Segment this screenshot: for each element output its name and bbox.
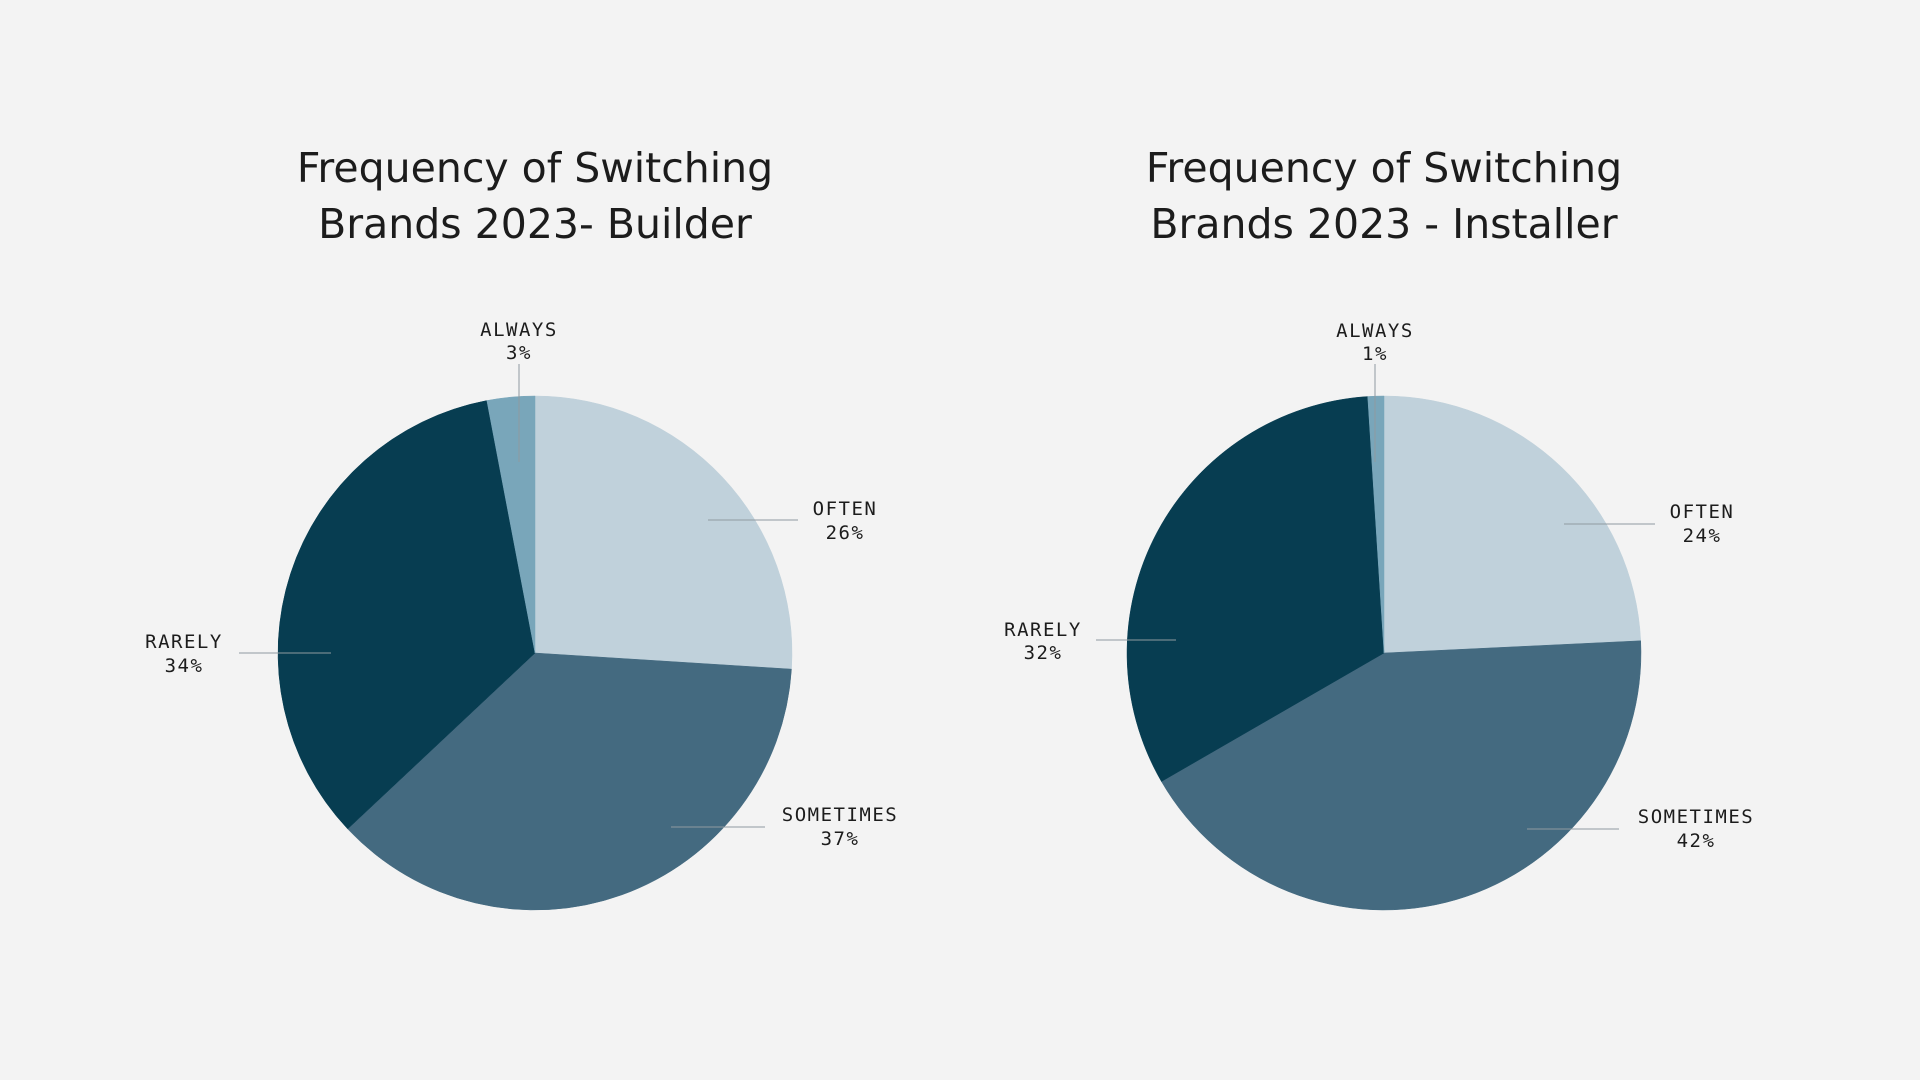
builder-title-line-1: Frequency of Switching bbox=[297, 144, 773, 192]
builder-sometimes-label: SOMETIMES bbox=[782, 804, 898, 826]
builder-slice-always bbox=[486, 395, 536, 654]
builder-slices bbox=[277, 395, 793, 911]
installer-slices bbox=[1126, 395, 1642, 911]
installer-rarely-value: 32% bbox=[1024, 642, 1063, 664]
builder-sometimes-value: 37% bbox=[821, 828, 860, 850]
builder-often-value: 26% bbox=[826, 522, 865, 544]
builder-slice-rarely bbox=[277, 400, 536, 830]
installer-sometimes-value: 42% bbox=[1677, 830, 1716, 852]
builder-always-value: 3% bbox=[506, 342, 532, 364]
builder-rarely-label: RARELY bbox=[145, 631, 223, 653]
installer-always-label: ALWAYS bbox=[1336, 320, 1414, 342]
builder-pie-chart: Frequency of Switching Brands 2023- Buil… bbox=[145, 144, 898, 911]
installer-often-label: OFTEN bbox=[1670, 501, 1735, 523]
builder-title-line-2: Brands 2023- Builder bbox=[318, 200, 752, 248]
installer-slice-always bbox=[1367, 395, 1385, 654]
builder-always-label: ALWAYS bbox=[480, 319, 558, 341]
builder-rarely-value: 34% bbox=[165, 655, 204, 677]
installer-slice-rarely bbox=[1126, 396, 1385, 782]
installer-title-line-1: Frequency of Switching bbox=[1146, 144, 1622, 192]
installer-rarely-label: RARELY bbox=[1004, 619, 1082, 641]
builder-often-label: OFTEN bbox=[813, 498, 878, 520]
installer-slice-often bbox=[1383, 395, 1641, 654]
installer-slice-sometimes bbox=[1161, 640, 1642, 911]
installer-often-value: 24% bbox=[1683, 525, 1722, 547]
installer-sometimes-label: SOMETIMES bbox=[1638, 806, 1754, 828]
installer-title-line-2: Brands 2023 - Installer bbox=[1150, 200, 1617, 248]
installer-pie-chart: Frequency of Switching Brands 2023 - Ins… bbox=[1004, 144, 1754, 911]
builder-slice-sometimes bbox=[347, 652, 792, 911]
builder-slice-often bbox=[534, 395, 793, 670]
installer-always-value: 1% bbox=[1362, 343, 1388, 365]
